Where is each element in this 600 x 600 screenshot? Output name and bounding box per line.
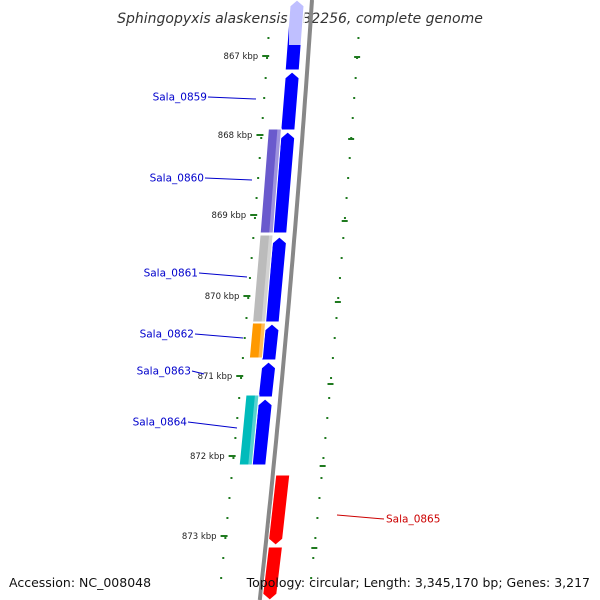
gene-label: Sala_0860 (150, 173, 204, 185)
feature-highlight (258, 323, 266, 358)
gene-label: Sala_0861 (144, 268, 198, 280)
forward-cds-arrow (257, 361, 277, 398)
gene-label: Sala_0859 (153, 92, 207, 104)
scale-tick-label: 873 kbp (182, 532, 217, 542)
scale-tick-label: 867 kbp (224, 52, 259, 62)
feature-highlight (261, 235, 274, 322)
gene-label: Sala_0865 (386, 514, 440, 526)
feature-block (248, 322, 267, 359)
genome-backbone (257, 0, 314, 600)
feature-highlight (248, 395, 259, 465)
genome-summary: Topology: circular; Length: 3,345,170 bp… (246, 575, 590, 590)
gene-leader-line (336, 514, 385, 520)
gene-label: Sala_0864 (133, 417, 188, 429)
gene-leader-line (204, 177, 253, 181)
gene-leader-line (198, 272, 248, 278)
gene-leader-line (194, 333, 244, 339)
reverse-cds-arrow (262, 546, 283, 600)
scale-tick-label: 872 kbp (190, 452, 225, 462)
gene-leader-line (187, 421, 238, 429)
feature-block (252, 234, 274, 323)
feature-block (238, 394, 260, 466)
reverse-cds-arrow (268, 474, 291, 546)
gene-label: Sala_0862 (140, 329, 194, 341)
map-layer: 867 kbp 868 kbp 869 kbp 870 kbp 871 kbp 872 k… (133, 0, 440, 600)
feature-highlight (269, 129, 282, 233)
gene-leader-line (207, 96, 257, 100)
gene-leader-line (191, 370, 205, 375)
scale-tick-label: 871 kbp (198, 372, 233, 382)
scale-tick-label: 869 kbp (212, 211, 247, 221)
forward-cds-arrow (280, 71, 300, 131)
scale-tick-label: 870 kbp (205, 292, 240, 302)
accession-label: Accession: NC_008048 (9, 575, 152, 590)
cds-fade (289, 0, 305, 45)
feature-block (259, 128, 282, 234)
gene-label: Sala_0863 (137, 366, 191, 378)
scale-tick-label: 868 kbp (218, 131, 253, 141)
